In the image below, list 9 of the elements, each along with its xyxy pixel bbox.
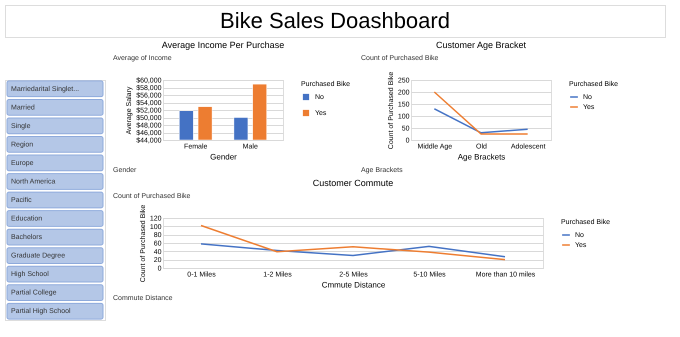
text: Bike Sales Doashboard bbox=[220, 8, 450, 33]
x-axis-title: Age Brackets bbox=[458, 152, 506, 162]
line-series bbox=[200, 243, 506, 258]
chart-title: Customer Commute bbox=[312, 178, 394, 188]
line-series bbox=[200, 224, 506, 260]
x-axis-title: Cmmute Distance bbox=[322, 280, 386, 290]
x-axis-title: Gender bbox=[210, 152, 238, 162]
chart-title: Customer Age Bracket bbox=[436, 40, 527, 50]
chart-title: Average Income Per Purchase bbox=[162, 40, 284, 50]
